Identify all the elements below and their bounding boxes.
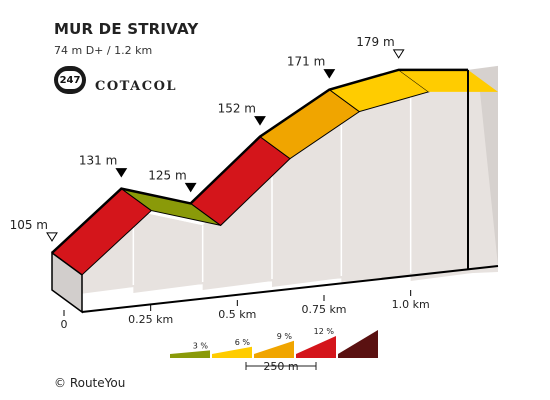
credit-text: © RouteYou [54, 376, 126, 390]
legend-label: 3 % [193, 341, 209, 350]
open-marker-icon [46, 232, 58, 242]
x-tick-label: 0 [61, 318, 68, 331]
elevation-label: 131 m [79, 154, 117, 168]
legend-swatch [212, 346, 252, 358]
open-marker-icon [392, 49, 405, 59]
elevation-label: 171 m [287, 55, 325, 69]
profile-base-line [81, 265, 499, 313]
x-tick-label: 0.75 km [301, 303, 346, 316]
badge-number: 247 [58, 71, 82, 89]
legend-label: 12 % [314, 327, 335, 336]
brand-logo-text: COTACOL [95, 79, 178, 94]
cotacol-badge: 247 [54, 66, 86, 94]
legend-label: 9 % [277, 332, 293, 341]
filled-marker-icon [254, 116, 266, 126]
legend-swatch [254, 340, 294, 358]
x-tick-label: 0.25 km [128, 313, 173, 326]
elevation-label: 125 m [148, 168, 186, 182]
elevation-label: 179 m [356, 35, 394, 49]
filled-marker-icon [323, 69, 336, 79]
profile-ridge-line [51, 68, 468, 254]
filled-marker-icon [115, 168, 128, 178]
x-tick-label: 1.0 km [392, 298, 430, 311]
x-tick-label: 0.5 km [218, 308, 256, 321]
legend-swatch [338, 330, 378, 358]
page-title: MUR DE STRIVAY [54, 20, 199, 38]
profile-plateau-top [398, 69, 498, 92]
profile-side-fill [64, 91, 498, 290]
scale-bar-label: 250 m [263, 360, 298, 373]
legend-swatch [170, 350, 210, 358]
climb-stats: 74 m D+ / 1.2 km [54, 44, 153, 57]
elevation-label: 105 m [10, 218, 48, 232]
elevation-label: 152 m [218, 102, 256, 116]
legend-label: 6 % [235, 338, 251, 347]
filled-marker-icon [184, 182, 197, 193]
legend-swatch [296, 336, 336, 358]
